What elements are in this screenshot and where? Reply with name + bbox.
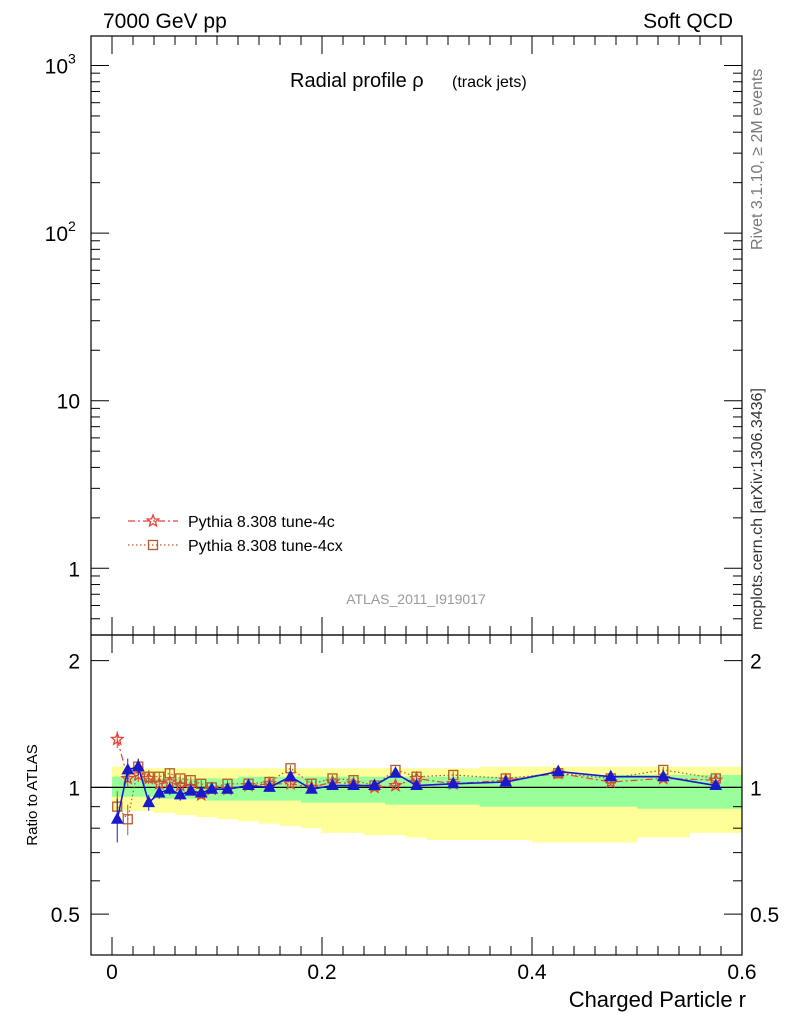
- x-axis-label: Charged Particle r: [569, 987, 746, 1012]
- main-y-tick-label: 10: [45, 56, 68, 79]
- green-band-bin: [532, 774, 585, 807]
- data-point: [175, 773, 186, 784]
- uncertainty-bands: [112, 766, 743, 843]
- ratio-y-axis-label: Ratio to ATLAS: [24, 744, 41, 845]
- rivet-side-label: Rivet 3.1.10, ≥ 2M events: [749, 69, 766, 250]
- data-point: [709, 778, 723, 791]
- ratio-axis-ticks: [91, 635, 743, 956]
- data-point: [326, 778, 339, 791]
- legend-marker: [145, 513, 161, 528]
- data-point: [205, 782, 219, 794]
- main-title: Radial profile ρ: [290, 70, 424, 92]
- energy-label: 7000 GeV pp: [103, 10, 227, 33]
- main-y-tick-label: 10: [57, 391, 80, 414]
- ratio-y-tick-label-right: 2: [750, 651, 762, 674]
- data-point: [142, 795, 156, 808]
- data-point: [389, 766, 402, 778]
- x-tick-label: 0: [106, 961, 118, 984]
- data-point: [410, 778, 423, 791]
- data-point: [446, 776, 460, 789]
- data-point: [263, 780, 276, 792]
- x-tick-label: 0.6: [727, 961, 756, 984]
- main-y-tick-label: 10: [45, 223, 68, 246]
- category-label: Soft QCD: [643, 10, 733, 33]
- data-point: [194, 785, 208, 798]
- data-point: [305, 782, 318, 794]
- main-axis-ticks: [91, 36, 743, 636]
- data-point: [164, 768, 175, 779]
- legend-label: Pythia 8.308 tune-4cx: [188, 538, 343, 555]
- ratio-y-tick-label: 0.5: [51, 904, 80, 927]
- data-point: [163, 782, 177, 794]
- legend-marker: [147, 539, 159, 551]
- green-band-bin: [133, 776, 144, 797]
- data-point: [604, 769, 618, 782]
- data-point: [184, 784, 198, 796]
- data-point: [656, 769, 670, 782]
- legend: Pythia 8.308 tune-4c Pythia 8.308 tune-4c…: [128, 513, 343, 555]
- mcplots-side-label: mcplots.cern.ch [arXiv:1306.3436]: [749, 388, 766, 630]
- main-title-group: Radial profile ρ (track jets): [290, 70, 527, 92]
- data-point: [131, 759, 145, 772]
- data-point: [110, 812, 124, 824]
- x-tick-label: 0.4: [517, 961, 547, 984]
- ratio-y-tick-label: 2: [68, 651, 80, 674]
- analysis-id-label: ATLAS_2011_I919017: [346, 591, 486, 607]
- main-y-tick-exponent: 2: [68, 218, 76, 234]
- main-y-tick-exponent: 3: [68, 51, 76, 67]
- data-point: [551, 764, 565, 777]
- legend-label: Pythia 8.308 tune-4c: [188, 514, 335, 531]
- data-point: [121, 762, 135, 775]
- data-point: [242, 778, 255, 791]
- x-tick-labels: 0 0.2 0.4 0.6: [106, 961, 756, 984]
- data-point: [388, 777, 403, 792]
- ratio-series: [109, 731, 724, 843]
- data-point: [130, 767, 146, 782]
- data-point: [368, 778, 381, 791]
- data-point: [152, 785, 166, 798]
- ratio-y-tick-label: 1: [68, 777, 80, 800]
- data-point: [143, 771, 154, 782]
- ratio-y-tick-label-right: 1: [750, 777, 762, 800]
- data-point: [221, 782, 234, 794]
- ratio-y-tick-labels: 0.5 0.5 1 1 2 2: [51, 651, 779, 928]
- x-tick-label: 0.2: [307, 961, 336, 984]
- series-line: [116, 765, 716, 821]
- data-point: [109, 731, 125, 746]
- green-band-bin: [112, 776, 123, 797]
- ratio-panel: 0.5 0.5 1 1 2 2 0 0.2 0.4 0.6 Ratio to ATLAS Cha…: [24, 634, 779, 1012]
- series-line: [116, 739, 716, 796]
- data-point: [154, 771, 165, 782]
- ratio-panel-frame: [90, 634, 743, 956]
- data-point: [284, 769, 297, 782]
- data-point: [347, 778, 360, 791]
- main-y-tick-label: 1: [68, 558, 80, 581]
- data-point: [122, 814, 133, 825]
- green-band-bin: [406, 776, 428, 805]
- data-point: [173, 787, 187, 800]
- ratio-y-tick-label-right: 0.5: [750, 904, 779, 927]
- data-point: [499, 774, 513, 787]
- main-title-note: (track jets): [452, 74, 527, 91]
- data-point: [283, 776, 298, 791]
